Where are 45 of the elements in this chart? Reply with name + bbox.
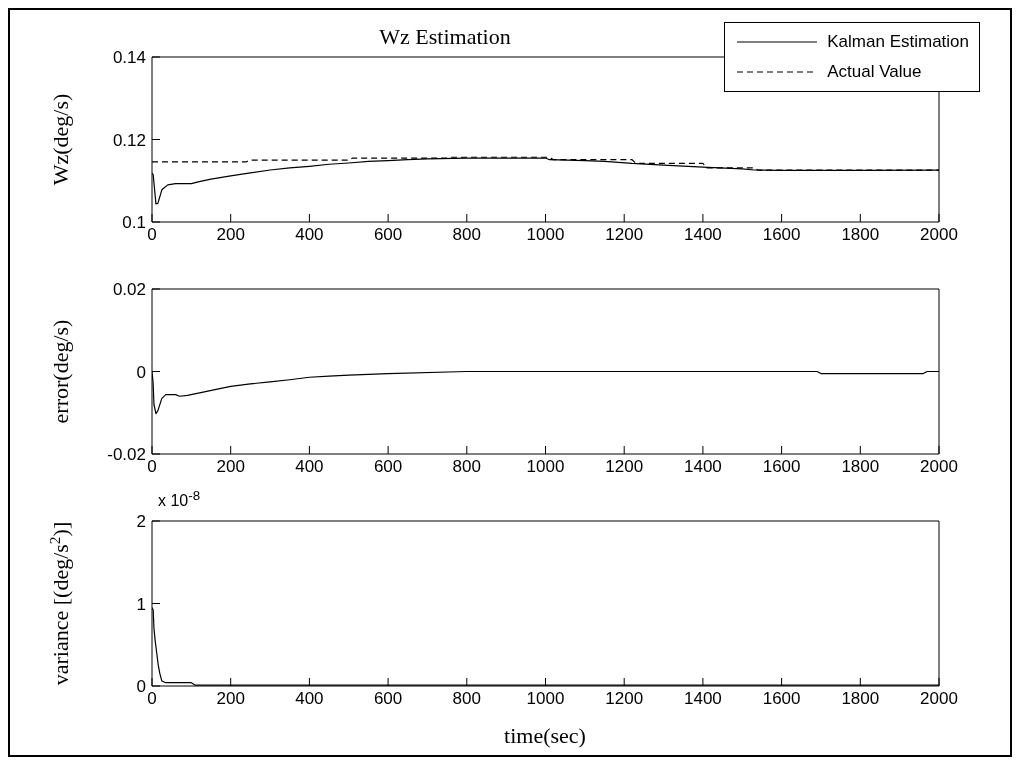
x-tick-label: 1600 [762, 689, 801, 709]
x-tick-label: 1400 [683, 457, 722, 477]
x-tick-label: 2000 [920, 689, 958, 709]
x-tick-label: 600 [373, 689, 403, 709]
x-tick-label: 1000 [526, 689, 565, 709]
x-tick-label: 2000 [920, 225, 958, 245]
x-tick-label: 1600 [762, 225, 801, 245]
x-tick-label: 1000 [526, 457, 565, 477]
chart-title: Wz Estimation [379, 24, 511, 49]
y-tick-label: 2 [136, 512, 146, 532]
x-tick-label: 1200 [605, 689, 644, 709]
y-tick-label: 1 [136, 594, 146, 614]
x-tick-label: 1400 [683, 689, 722, 709]
text: x 10$^{-8}$ [158, 488, 201, 511]
y-tick-label: -0.02 [107, 445, 146, 465]
x-tick-label: 1400 [683, 225, 722, 245]
legend-label: Kalman Estimation [827, 32, 969, 52]
x-tick-label: 400 [295, 225, 324, 245]
y-axis-title: error(deg/s) [48, 319, 73, 424]
x-tick-label: 1000 [526, 225, 565, 245]
y-axis-title: Wz(deg/s) [48, 93, 73, 186]
x-tick-label: 600 [373, 225, 403, 245]
x-tick-label: 200 [216, 689, 245, 709]
x-tick-label: 400 [295, 457, 324, 477]
x-tick-label: 800 [452, 689, 481, 709]
x-tick-label: 200 [216, 225, 245, 245]
y-tick-label: 0.1 [122, 213, 146, 233]
x-tick-label: 1800 [841, 457, 880, 477]
x-tick-label: 1200 [605, 225, 644, 245]
y-tick-label: 0 [136, 362, 146, 382]
legend-label: Actual Value [827, 62, 922, 82]
x-tick-label: 200 [216, 457, 245, 477]
x-tick-label: 2000 [920, 457, 958, 477]
x-tick-label: 1600 [762, 457, 801, 477]
x-axis-title: time(sec) [503, 723, 587, 749]
y-tick-label: 0.14 [112, 48, 146, 68]
x-tick-label: 1200 [605, 457, 644, 477]
y-tick-label: 0.02 [112, 280, 146, 300]
x-tick-label: 400 [295, 689, 324, 709]
x-tick-label: 800 [452, 457, 481, 477]
x-tick-label: 800 [452, 225, 481, 245]
x-tick-label: 600 [373, 457, 403, 477]
x-tick-label: 1800 [841, 225, 880, 245]
y-tick-label: 0.12 [112, 130, 146, 150]
x-tick-label: 1800 [841, 689, 880, 709]
